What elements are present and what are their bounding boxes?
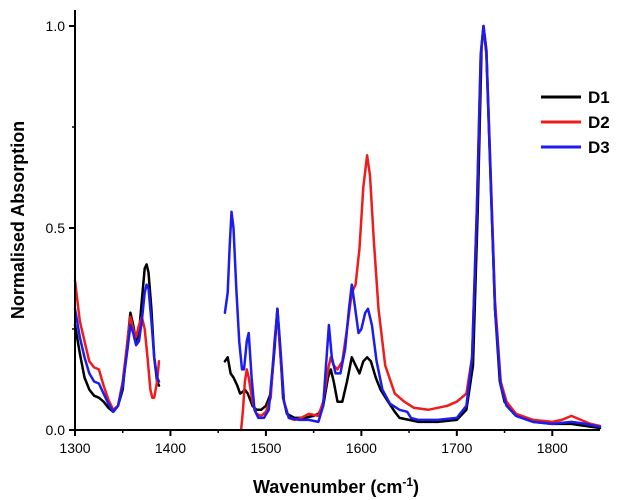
legend-label-d3: D3 [588,138,610,157]
x-axis-title-end: ) [413,477,419,497]
x-tick-label-1600: 1600 [346,440,377,456]
x-ticks: 1300 1400 1500 1600 1700 1800 [59,430,568,456]
x-tick-label-1800: 1800 [537,440,568,456]
axes [74,10,600,431]
series-d3-line-2 [223,24,602,429]
plot-lines [73,24,602,432]
y-tick-label-1: 0.5 [46,220,66,236]
y-tick-label-2: 1.0 [46,18,66,34]
x-tick-label-1500: 1500 [250,440,281,456]
series-d3-line-1 [73,283,161,414]
y-axis-title: Normalised Absorption [8,121,28,319]
x-tick-label-1300: 1300 [59,440,90,456]
y-ticks: 0.0 0.5 1.0 [46,18,75,438]
x-axis-title-main: Wavenumber (cm [253,477,402,497]
series-d2-line-1 [73,279,161,412]
x-tick-label-1400: 1400 [155,440,186,456]
legend-label-d2: D2 [588,113,610,132]
x-tick-label-1700: 1700 [441,440,472,456]
y-tick-label-0: 0.0 [46,422,66,438]
x-axis-title: Wavenumber (cm-1) [253,475,419,497]
x-axis-title-sup: -1 [402,475,413,489]
legend-label-d1: D1 [588,88,610,107]
legend: D1 D2 D3 [537,80,621,160]
